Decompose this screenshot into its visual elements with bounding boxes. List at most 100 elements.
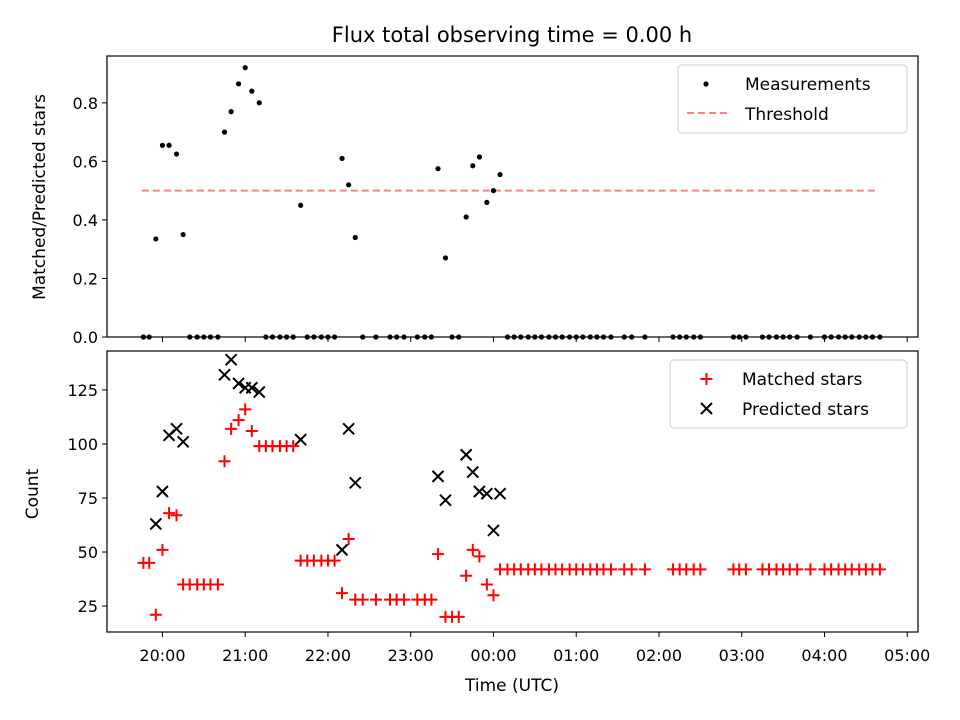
y-tick-label: 50 bbox=[78, 543, 98, 562]
y-tick-label: 0.0 bbox=[73, 328, 98, 347]
matched-star-point bbox=[156, 543, 169, 556]
bottom-panel: 25 50 75 100 125 20:00 21:00 22:00 23:00 00:00 01… bbox=[23, 350, 930, 696]
matched-star-point bbox=[873, 563, 886, 576]
matched-star-point bbox=[487, 589, 500, 602]
bottom-legend-box bbox=[669, 359, 908, 429]
top-x-axis bbox=[161, 337, 908, 342]
measurement-point bbox=[298, 202, 304, 208]
predicted-star-point bbox=[176, 435, 190, 448]
measurement-point bbox=[339, 155, 345, 162]
predicted-star-point bbox=[487, 524, 500, 537]
legend-x-marker bbox=[700, 402, 713, 415]
predicted-star-point bbox=[493, 487, 507, 500]
matched-star-point bbox=[791, 563, 804, 576]
measurement-point bbox=[470, 163, 476, 169]
matched-star-point bbox=[163, 507, 176, 520]
matched-star-point bbox=[336, 587, 349, 600]
matched-star-point bbox=[638, 563, 651, 576]
matched-star-point bbox=[739, 563, 752, 576]
predicted-star-point bbox=[224, 353, 238, 366]
top-legend-box bbox=[677, 64, 908, 134]
top-axes-frame bbox=[106, 55, 919, 338]
predicted-star-point bbox=[335, 543, 349, 557]
matched-star-point bbox=[432, 548, 445, 561]
measurement-point bbox=[166, 142, 172, 148]
bottom-y-axis-label: Count bbox=[23, 468, 43, 519]
x-tick-label: 22:00 bbox=[305, 646, 351, 665]
y-tick-label: 0.4 bbox=[73, 211, 98, 230]
legend-label-matched: Matched stars bbox=[742, 370, 862, 390]
legend-plus-marker bbox=[700, 373, 713, 385]
predicted-star-point bbox=[294, 433, 307, 446]
predicted-star-point bbox=[342, 422, 355, 436]
measurement-point bbox=[346, 182, 352, 188]
legend-label-measurements: Measurements bbox=[745, 75, 871, 95]
x-tick-label: 21:00 bbox=[222, 646, 268, 665]
predicted-star-point bbox=[170, 422, 183, 436]
matched-star-point bbox=[225, 422, 238, 435]
x-axis-label: Time (UTC) bbox=[464, 676, 559, 696]
bottom-marks bbox=[137, 353, 886, 623]
matched-star-point bbox=[143, 556, 156, 569]
measurement-point bbox=[235, 81, 242, 87]
y-tick-label: 75 bbox=[78, 489, 98, 508]
bottom-y-axis: 25 50 75 100 125 bbox=[67, 381, 107, 616]
x-tick-label: 05:00 bbox=[884, 646, 930, 665]
measurement-point bbox=[256, 100, 262, 106]
legend-label-threshold: Threshold bbox=[744, 105, 829, 125]
matched-star-point bbox=[342, 533, 355, 546]
matched-star-point bbox=[218, 455, 231, 468]
y-tick-label: 100 bbox=[67, 435, 98, 454]
matched-star-point bbox=[466, 543, 479, 556]
y-tick-label: 0.2 bbox=[73, 269, 98, 288]
predicted-star-point bbox=[439, 493, 452, 507]
y-tick-label: 25 bbox=[78, 597, 98, 616]
measurement-point bbox=[442, 255, 449, 261]
matched-star-point bbox=[287, 440, 300, 453]
measurement-point bbox=[180, 231, 186, 238]
measurement-point bbox=[221, 129, 228, 135]
predicted-star-point bbox=[156, 485, 169, 498]
matched-star-point bbox=[232, 414, 245, 427]
top-y-axis-label: Matched/Predicted stars bbox=[30, 94, 50, 300]
matched-star-point bbox=[694, 563, 707, 576]
x-tick-label: 04:00 bbox=[801, 646, 847, 665]
top-y-axis: 0.0 0.2 0.4 0.6 0.8 bbox=[73, 94, 107, 347]
x-tick-label: 00:00 bbox=[470, 646, 516, 665]
measurement-point bbox=[484, 199, 490, 205]
x-tick-label: 01:00 bbox=[553, 646, 599, 665]
predicted-star-point bbox=[232, 377, 245, 390]
measurement-point bbox=[159, 142, 166, 148]
matched-star-point bbox=[239, 403, 252, 416]
measurement-point bbox=[476, 154, 482, 160]
top-panel: 0.00.20.40.60.8 Matched/Predicted stars … bbox=[30, 55, 919, 347]
matched-star-point bbox=[804, 563, 817, 576]
legend-label-predicted: Predicted stars bbox=[742, 400, 869, 420]
x-tick-label: 02:00 bbox=[636, 646, 682, 665]
measurement-point bbox=[352, 234, 358, 241]
predicted-star-point bbox=[480, 487, 494, 500]
measurement-point bbox=[435, 166, 441, 172]
predicted-star-point bbox=[218, 368, 231, 381]
matched-star-point bbox=[452, 610, 465, 623]
measurement-point bbox=[242, 65, 248, 71]
x-tick-label: 20:00 bbox=[139, 646, 185, 665]
bottom-legend: Matched stars Predicted stars bbox=[669, 359, 908, 429]
measurement-point bbox=[463, 214, 469, 220]
matched-star-point bbox=[398, 593, 411, 606]
matched-star-point bbox=[245, 424, 258, 437]
bottom-x-axis: 20:00 21:00 22:00 23:00 00:00 01:00 02:00 03:00… bbox=[139, 632, 930, 665]
measurement-point bbox=[153, 236, 159, 242]
matched-star-point bbox=[425, 593, 438, 606]
matched-star-point bbox=[170, 509, 183, 522]
matched-star-point bbox=[369, 593, 382, 606]
measurement-point bbox=[497, 171, 503, 178]
predicted-star-point bbox=[459, 448, 473, 461]
matched-star-point bbox=[460, 569, 473, 582]
measurement-point bbox=[173, 151, 180, 157]
bottom-axes-frame bbox=[106, 350, 919, 633]
predicted-star-point bbox=[431, 470, 445, 483]
top-legend: Measurements Threshold bbox=[677, 64, 908, 134]
predicted-star-point bbox=[149, 517, 163, 531]
